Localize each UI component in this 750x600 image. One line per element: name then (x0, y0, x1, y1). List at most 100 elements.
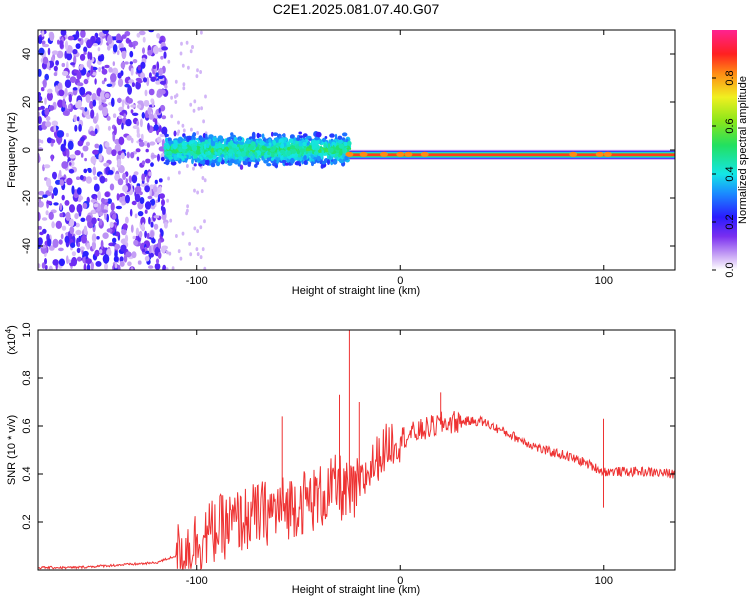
spectrogram-cell (76, 256, 82, 262)
spectrogram-cell (136, 32, 141, 38)
spectrogram-cell (93, 203, 99, 208)
spectrogram-line-band (349, 153, 675, 157)
spectrogram-cell (161, 199, 165, 206)
spectrogram-cell (193, 226, 197, 231)
colorbar-tick-label: 0.6 (724, 118, 736, 133)
x-tick-label: 0 (397, 575, 403, 587)
spectrogram-cell (77, 197, 82, 203)
spectrogram-cell (120, 152, 125, 160)
spectrogram-cell (123, 254, 128, 263)
spectrogram-cell (111, 81, 116, 86)
spectrogram-cell (160, 156, 165, 162)
spectrogram-cell (110, 73, 117, 83)
spectrogram-cell (157, 75, 164, 80)
spectrogram-cell (104, 141, 110, 148)
spectrogram-cell (180, 41, 183, 46)
spectrogram-cell (97, 55, 104, 62)
spectrogram-cell (338, 149, 343, 156)
spectrogram-cell (272, 146, 277, 150)
spectrogram-cell (323, 143, 327, 149)
spectrogram-cell (154, 263, 161, 270)
y-tick-label: 0 (21, 147, 33, 153)
spectrogram-cell (80, 136, 85, 142)
spectrogram-cell (141, 173, 146, 182)
colorbar-tick-label: 0.0 (724, 262, 736, 277)
spectrogram-cell (240, 151, 246, 158)
colorbar-tick-label: 0.4 (724, 166, 736, 181)
spectrogram-cell (148, 88, 155, 96)
spectrogram-cell (224, 149, 227, 154)
spectrogram-cell (100, 197, 105, 204)
spectrogram-cell (225, 155, 228, 160)
spectrogram-cell (137, 79, 143, 84)
spectrogram-cell (47, 47, 51, 56)
spectrogram-cell (58, 258, 65, 267)
spectrogram-cell (314, 139, 320, 145)
spectrogram-cell (316, 155, 321, 162)
spectrogram-cell (174, 100, 178, 104)
spectrogram-cell (127, 97, 133, 104)
spectrogram-cell (196, 130, 200, 135)
spectrogram-cell (326, 159, 331, 165)
colorbar-tick-label: 0.8 (724, 70, 736, 85)
spectrogram-cell (62, 98, 66, 108)
spectrogram-cell (158, 178, 163, 183)
spectrogram-cell (141, 112, 145, 119)
spectrogram-cell (98, 144, 103, 154)
spectrogram-cell (181, 142, 188, 147)
spectrogram-cell (148, 252, 154, 258)
spectrogram-cell (343, 141, 348, 147)
spectrogram-cell (174, 79, 178, 84)
spectrogram-cell (96, 236, 100, 240)
spectrogram-cell (156, 33, 161, 39)
spectrogram-cell (192, 166, 195, 171)
spectrogram-cell (146, 232, 150, 240)
spectrogram-cell (44, 107, 50, 116)
spectrogram-cell (292, 140, 296, 144)
spectrogram-cell (201, 247, 205, 252)
spectrogram-cell (156, 136, 162, 143)
spectrogram-cell (107, 125, 111, 131)
spectrogram-cell (59, 40, 64, 49)
spectrogram-cell (152, 186, 158, 193)
spectrogram-cell (112, 61, 116, 66)
spectrogram-cell (159, 193, 166, 200)
spectrogram-cell (95, 261, 102, 267)
spectrogram-cell (287, 146, 291, 151)
spectrogram-cell (177, 249, 181, 254)
spectrogram-cell (71, 251, 76, 257)
spectrogram-knot (359, 151, 368, 157)
spectrogram-cell (192, 108, 196, 113)
spectrogram-cell (162, 264, 167, 270)
spectrogram-cell (344, 155, 349, 161)
spectrogram-cell (100, 239, 104, 250)
spectrogram-cell (199, 137, 205, 144)
spectrogram-cell (342, 147, 346, 154)
spectrogram-cell (149, 187, 152, 197)
spectrogram-cell (94, 78, 97, 85)
spectrogram-cell (77, 140, 84, 147)
spectrogram-cell (347, 140, 352, 146)
spectrogram-cell (137, 100, 144, 105)
spectrogram-cell (280, 149, 285, 154)
spectrogram-cell (166, 137, 172, 142)
spectrogram-cell (172, 143, 178, 150)
spectrogram-cell (98, 98, 102, 106)
spectrogram-cell (86, 263, 91, 270)
spectrogram-cell (136, 120, 140, 127)
spectrogram-cell (75, 222, 80, 228)
spectrogram-cell (183, 135, 187, 139)
spectrogram-cell (154, 179, 158, 185)
spectrogram-cell (87, 51, 91, 60)
spectrogram-cell (42, 56, 49, 65)
spectrogram-cell (157, 153, 160, 162)
spectrogram-cell (116, 218, 119, 226)
spectrogram-cell (116, 50, 120, 56)
spectrogram-cell (135, 148, 141, 153)
spectrogram-cell (55, 220, 62, 229)
spectrogram-cell (267, 151, 271, 156)
spectrogram-cell (281, 133, 286, 137)
spectrogram-cell (85, 176, 92, 184)
spectrogram-cell (182, 128, 186, 133)
spectrogram-cell (327, 143, 331, 149)
